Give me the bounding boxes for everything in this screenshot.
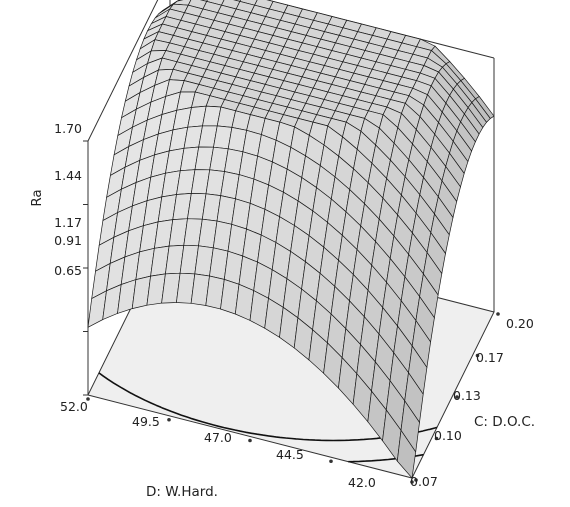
hard-tick-label: 42.0 [348,475,376,490]
hard-tick-label: 44.5 [276,447,304,462]
z-tick-label: 1.70 [54,121,82,136]
z-tick-label: 1.17 [54,215,82,230]
doc-tick-label: 0.20 [506,316,534,331]
doc-tick-mark [414,478,418,482]
z-axis-label: Ra [29,189,45,206]
hard-tick-label: 52.0 [60,399,88,414]
tick-marks [83,140,500,484]
hard-tick-mark [329,459,333,464]
hard-tick-label: 49.5 [132,414,160,429]
doc-tick-mark [434,436,439,441]
hardness-axis-label: D: W.Hard. [146,484,218,500]
surface-facet [396,429,417,479]
doc-axis-label: C: D.O.C. [474,414,535,430]
surface-facet [87,290,107,328]
doc-tick-label: 0.07 [410,474,438,489]
hard-tick-mark [248,438,252,443]
doc-tick-mark [455,395,459,399]
response-surface [87,0,495,479]
hard-tick-mark [410,480,414,484]
doc-tick-mark [496,312,500,316]
doc-tick-label: 0.13 [453,388,481,403]
z-tick-label: 0.91 [54,233,82,248]
hard-tick-mark [86,397,90,401]
doc-tick-label: 0.10 [434,428,462,443]
z-tick-label: 0.65 [54,263,82,278]
doc-tick-label: 0.17 [476,350,504,365]
hard-tick-label: 47.0 [204,430,232,445]
doc-tick-mark [475,353,480,358]
z-tick-label: 1.44 [54,168,82,183]
hard-tick-mark [167,417,171,422]
left-top-edge [87,0,159,142]
